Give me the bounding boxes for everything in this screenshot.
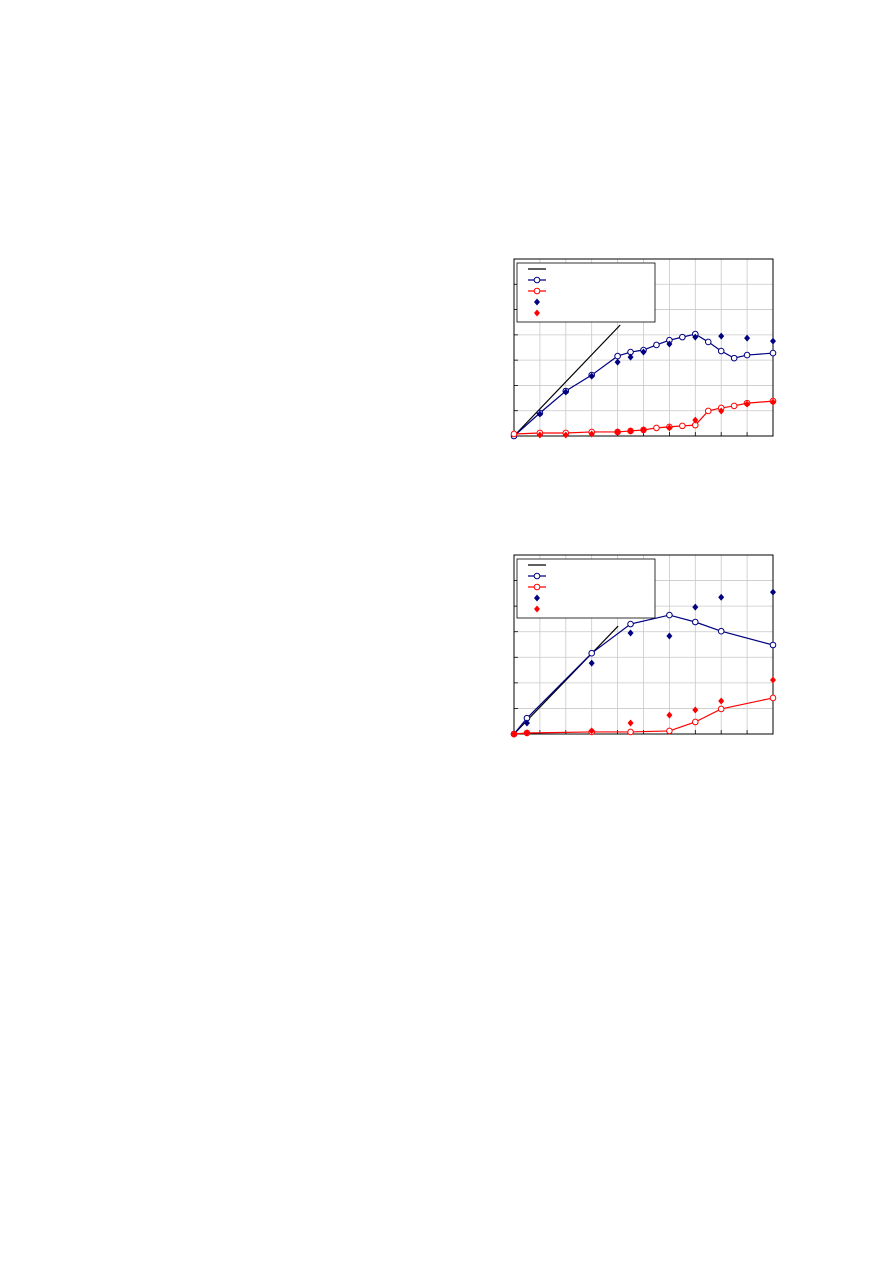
- point: [562, 388, 569, 396]
- point: [744, 400, 751, 408]
- series-line: [513, 625, 619, 735]
- point: [770, 588, 776, 596]
- point: [666, 340, 673, 348]
- point: [536, 431, 543, 439]
- point: [717, 705, 725, 713]
- point: [640, 348, 647, 356]
- legend-marker: [534, 605, 540, 613]
- legend-box: [516, 262, 656, 323]
- legend-marker: [533, 287, 541, 295]
- point: [744, 334, 751, 342]
- point: [692, 333, 699, 341]
- point: [666, 424, 673, 432]
- plot-frame: [513, 258, 774, 437]
- point: [666, 711, 673, 719]
- point: [588, 430, 595, 438]
- point: [588, 659, 595, 667]
- point: [562, 431, 569, 439]
- point: [718, 697, 725, 705]
- point: [627, 629, 634, 637]
- legend-marker: [533, 572, 541, 580]
- point: [770, 337, 776, 345]
- series-line: [513, 324, 621, 437]
- point: [627, 353, 634, 361]
- point: [717, 347, 725, 355]
- point: [692, 718, 699, 726]
- point: [692, 603, 699, 611]
- series-line: [513, 333, 774, 437]
- point: [692, 416, 699, 424]
- legend-marker: [534, 298, 540, 306]
- point: [614, 358, 621, 366]
- point: [640, 426, 647, 434]
- legend-marker: [534, 309, 540, 317]
- point: [614, 428, 621, 436]
- point: [627, 620, 634, 628]
- point: [770, 398, 776, 406]
- point: [692, 618, 699, 626]
- point: [692, 706, 699, 714]
- legend-marker: [533, 583, 541, 591]
- point: [679, 422, 686, 430]
- point: [653, 424, 660, 432]
- point: [769, 349, 777, 357]
- point: [653, 341, 660, 349]
- point: [730, 402, 738, 410]
- point: [666, 727, 673, 735]
- series-line: [513, 400, 774, 435]
- point: [704, 338, 712, 346]
- point: [627, 427, 634, 435]
- point: [718, 332, 725, 340]
- point: [588, 727, 595, 735]
- point: [666, 611, 673, 619]
- chart: [510, 554, 777, 738]
- point: [523, 729, 530, 737]
- point: [614, 352, 621, 360]
- point: [588, 372, 595, 380]
- point: [704, 407, 712, 415]
- point: [679, 333, 686, 341]
- legend-marker: [533, 276, 541, 284]
- point: [588, 649, 596, 657]
- legend-box: [516, 558, 656, 619]
- point: [769, 641, 777, 649]
- point: [510, 430, 518, 438]
- point: [523, 719, 530, 727]
- chart: [510, 258, 777, 440]
- legend-marker: [534, 594, 540, 602]
- point: [717, 627, 725, 635]
- point: [627, 719, 634, 727]
- point: [770, 676, 776, 684]
- point: [627, 728, 634, 736]
- point: [730, 354, 738, 362]
- point: [511, 730, 517, 738]
- point: [536, 410, 543, 418]
- point: [743, 351, 751, 359]
- point: [718, 593, 725, 601]
- point: [666, 632, 673, 640]
- point: [718, 407, 725, 415]
- point: [769, 694, 777, 702]
- series-line: [513, 697, 774, 735]
- series-line: [513, 614, 774, 735]
